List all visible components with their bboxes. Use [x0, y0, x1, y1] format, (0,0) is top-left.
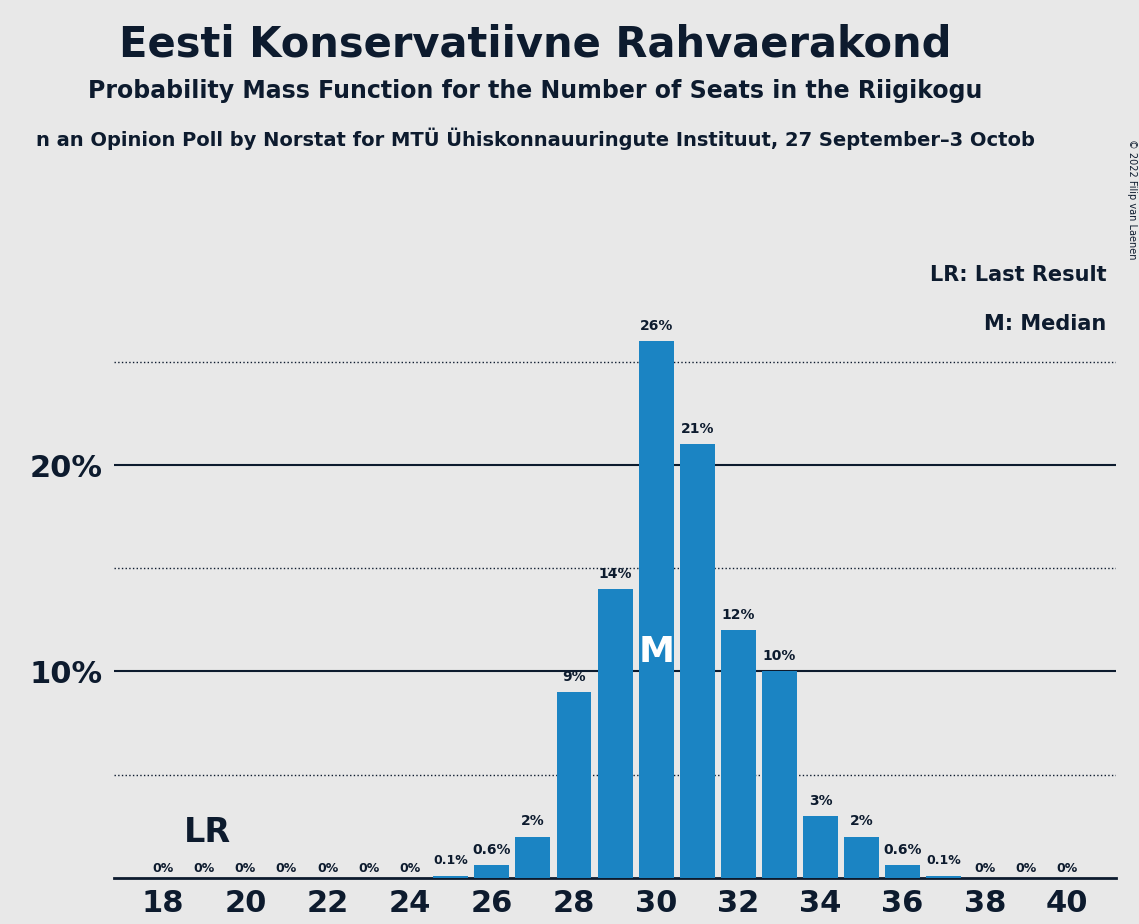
Text: 26%: 26% — [639, 319, 673, 333]
Bar — [844, 836, 879, 878]
Text: 0%: 0% — [1015, 862, 1036, 875]
Text: LR: LR — [183, 816, 231, 849]
Bar — [516, 836, 550, 878]
Text: 12%: 12% — [721, 608, 755, 622]
Text: 14%: 14% — [598, 566, 632, 580]
Text: 0%: 0% — [1056, 862, 1077, 875]
Text: 0%: 0% — [235, 862, 256, 875]
Text: 9%: 9% — [563, 670, 585, 684]
Text: 0%: 0% — [194, 862, 215, 875]
Text: Probability Mass Function for the Number of Seats in the Riigikogu: Probability Mass Function for the Number… — [88, 79, 983, 103]
Text: 0.1%: 0.1% — [433, 855, 468, 868]
Text: 10%: 10% — [763, 650, 796, 663]
Text: LR: Last Result: LR: Last Result — [929, 265, 1106, 285]
Text: M: Median: M: Median — [984, 314, 1106, 334]
Text: 0.1%: 0.1% — [926, 855, 961, 868]
Text: 0.6%: 0.6% — [884, 844, 921, 857]
Text: 0%: 0% — [974, 862, 995, 875]
Text: 0%: 0% — [358, 862, 379, 875]
Text: 2%: 2% — [850, 814, 874, 828]
Bar — [803, 816, 838, 878]
Text: 0%: 0% — [399, 862, 420, 875]
Bar — [680, 444, 714, 878]
Text: 0.6%: 0.6% — [473, 844, 511, 857]
Text: 0%: 0% — [276, 862, 297, 875]
Bar — [885, 866, 920, 878]
Text: 2%: 2% — [521, 814, 544, 828]
Bar — [926, 876, 961, 878]
Text: n an Opinion Poll by Norstat for MTÜ Ühiskonnauuringute Instituut, 27 September–: n an Opinion Poll by Norstat for MTÜ Ühi… — [36, 128, 1034, 150]
Text: © 2022 Filip van Laenen: © 2022 Filip van Laenen — [1126, 139, 1137, 259]
Bar — [474, 866, 509, 878]
Text: Eesti Konservatiivne Rahvaerakond: Eesti Konservatiivne Rahvaerakond — [120, 23, 951, 65]
Bar — [762, 672, 797, 878]
Bar — [598, 589, 632, 878]
Bar — [639, 341, 673, 878]
Text: 21%: 21% — [680, 422, 714, 436]
Bar — [557, 692, 591, 878]
Bar — [433, 876, 468, 878]
Bar — [721, 630, 756, 878]
Text: 0%: 0% — [317, 862, 338, 875]
Text: 3%: 3% — [809, 794, 833, 808]
Text: 0%: 0% — [153, 862, 174, 875]
Text: M: M — [638, 636, 674, 670]
